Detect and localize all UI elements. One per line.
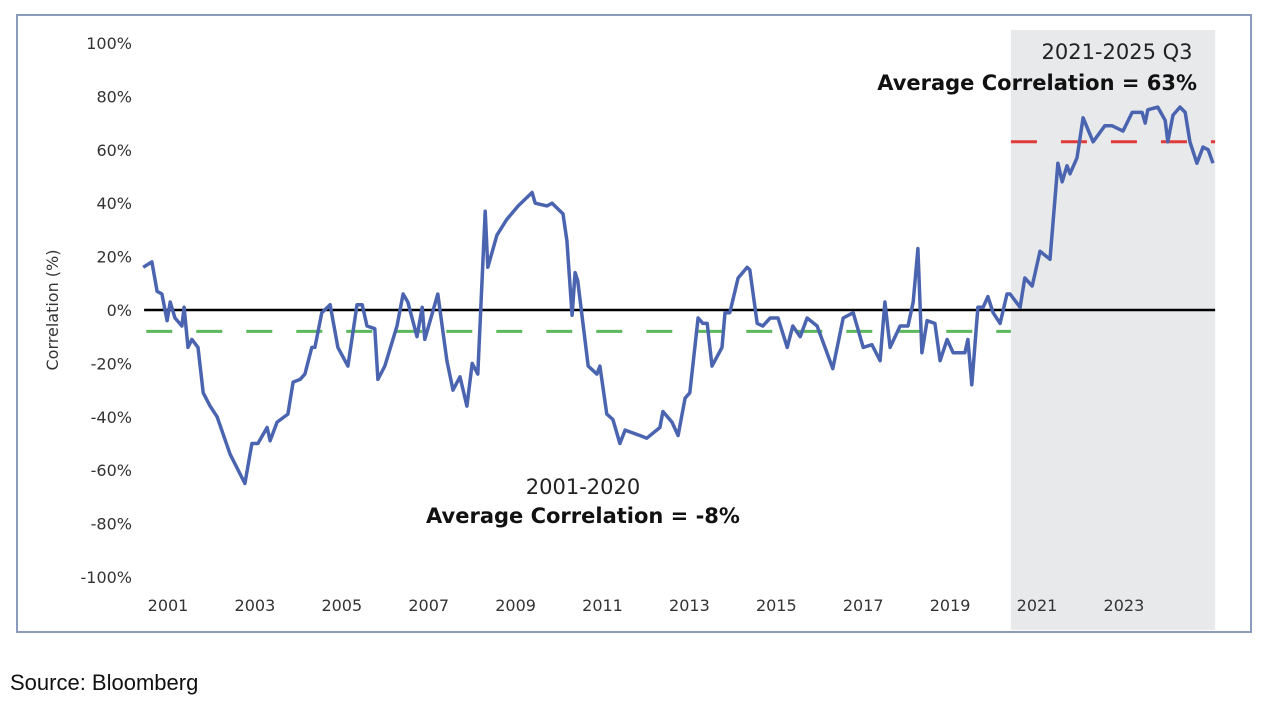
y-tick-label: -60% — [91, 461, 132, 480]
y-tick-label: 20% — [96, 248, 132, 267]
source-note: Source: Bloomberg — [10, 670, 199, 695]
y-tick-label: -40% — [91, 408, 132, 427]
y-tick-label: -100% — [80, 568, 132, 587]
x-tick-label: 2015 — [756, 596, 797, 615]
x-tick-label: 2003 — [235, 596, 276, 615]
x-tick-label: 2011 — [582, 596, 623, 615]
annotation-2021-2025-average: Average Correlation = 63% — [877, 71, 1197, 95]
shaded-region-2021-2025 — [1010, 30, 1216, 630]
x-tick-label: 2017 — [843, 596, 884, 615]
y-tick-label: 80% — [96, 87, 132, 106]
x-tick-label: 2023 — [1104, 596, 1145, 615]
x-tick-label: 2007 — [408, 596, 449, 615]
y-tick-label: 0% — [107, 301, 132, 320]
series-line — [142, 105, 1215, 486]
annotation-2001-2020-average: Average Correlation = -8% — [426, 504, 740, 528]
x-tick-label: 2005 — [321, 596, 362, 615]
x-tick-label: 2009 — [495, 596, 536, 615]
y-tick-label: 100% — [86, 34, 132, 53]
y-tick-label: -20% — [91, 354, 132, 373]
annotation-2001-2020-title: 2001-2020 — [526, 475, 640, 499]
y-tick-label: 40% — [96, 194, 132, 213]
y-tick-label: 60% — [96, 141, 132, 160]
y-tick-label: -80% — [91, 515, 132, 534]
annotation-2021-2025-title: 2021-2025 Q3 — [1041, 40, 1192, 64]
y-axis-label: Correlation (%) — [43, 250, 62, 371]
x-tick-label: 2013 — [669, 596, 710, 615]
x-tick-label: 2021 — [1017, 596, 1058, 615]
x-tick-label: 2019 — [930, 596, 971, 615]
x-tick-label: 2001 — [148, 596, 189, 615]
